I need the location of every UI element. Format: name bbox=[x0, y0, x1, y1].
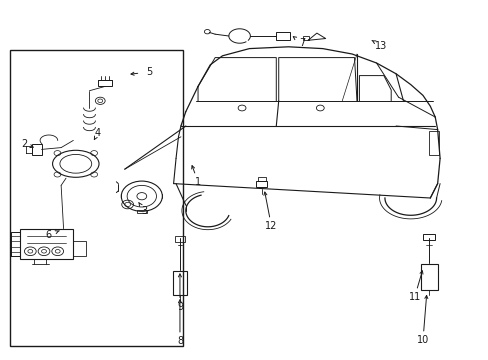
Bar bbox=[98, 80, 112, 86]
Text: 1: 1 bbox=[195, 177, 201, 187]
Text: 11: 11 bbox=[407, 292, 420, 302]
Bar bbox=[303, 36, 308, 40]
Bar bbox=[172, 271, 187, 295]
Bar bbox=[20, 229, 73, 259]
Bar bbox=[32, 144, 41, 155]
Text: 12: 12 bbox=[264, 221, 277, 231]
Bar bbox=[276, 32, 289, 40]
Bar bbox=[175, 236, 184, 242]
Text: 8: 8 bbox=[177, 336, 183, 346]
Bar bbox=[428, 131, 438, 155]
Bar bbox=[423, 234, 434, 240]
Text: 7: 7 bbox=[299, 38, 305, 48]
Bar bbox=[73, 241, 85, 256]
Text: 13: 13 bbox=[374, 41, 387, 51]
Text: 3: 3 bbox=[141, 206, 147, 216]
Bar bbox=[137, 210, 146, 213]
Text: 4: 4 bbox=[95, 128, 101, 138]
Text: 9: 9 bbox=[177, 302, 183, 312]
Bar bbox=[10, 50, 183, 346]
Bar bbox=[257, 177, 265, 181]
Bar bbox=[255, 181, 267, 187]
Text: 2: 2 bbox=[21, 139, 27, 149]
Bar bbox=[420, 264, 437, 290]
Text: 6: 6 bbox=[46, 230, 52, 240]
Text: 10: 10 bbox=[416, 335, 428, 345]
Text: 5: 5 bbox=[146, 67, 152, 77]
